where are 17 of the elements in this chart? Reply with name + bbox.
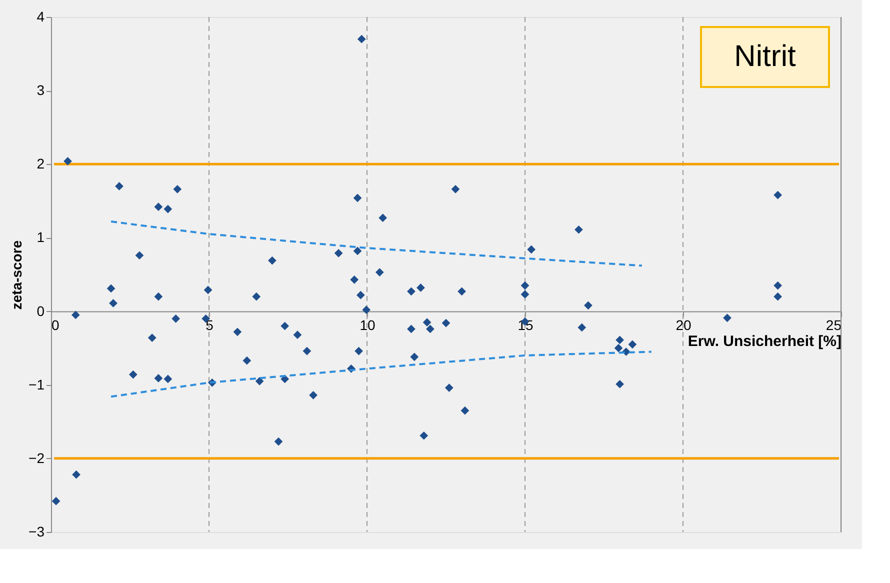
x-tick-label: 10 — [360, 316, 376, 333]
x-tick-label: 25 — [826, 316, 842, 333]
x-axis-title: Erw. Unsicherheit [%] — [688, 332, 842, 350]
y-tick-label: −1 — [28, 376, 45, 392]
text: Nitrit — [734, 40, 796, 73]
y-tick-label: −3 — [28, 524, 45, 540]
y-tick-label: 0 — [36, 302, 45, 319]
y-tick-label: 4 — [36, 8, 45, 24]
y-axis-title: zeta-score — [8, 240, 25, 310]
line-series — [110, 220, 643, 267]
y-tick-label: 2 — [36, 156, 45, 172]
x-tick-label: 20 — [676, 316, 692, 333]
y-tick-label: −2 — [28, 450, 45, 466]
y-tick-label: 1 — [36, 229, 45, 246]
line-series — [110, 350, 652, 398]
x-tick-label: 0 — [52, 316, 60, 333]
y-tick-label: 3 — [36, 82, 45, 98]
